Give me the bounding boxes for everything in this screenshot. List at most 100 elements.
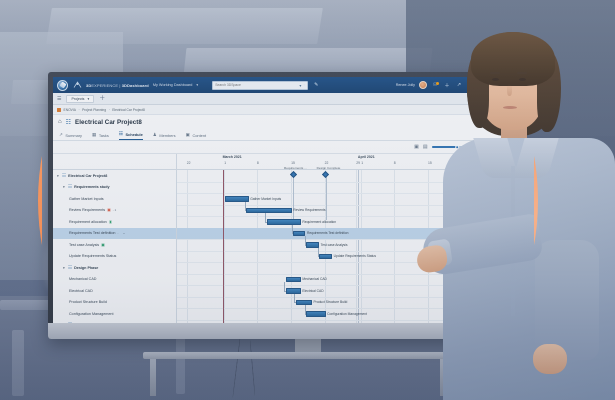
task-row[interactable]: ▾ ☷ Requirements study <box>53 182 176 194</box>
task-tree-header <box>53 154 176 170</box>
task-name-label: Mechanical CAD <box>69 277 97 282</box>
timeline-tick-label: 22 <box>186 161 191 165</box>
presenter-arm-right <box>535 240 599 360</box>
task-name-label: Update Requirements Status <box>69 254 117 259</box>
task-row[interactable]: ▾☷Simulation and Analysis <box>53 320 176 323</box>
timeline-tick-label: 29 <box>356 161 361 165</box>
desk-leg <box>12 330 24 396</box>
pen-icon[interactable]: ✎ <box>314 82 319 88</box>
gantt-bar[interactable] <box>246 207 292 214</box>
breadcrumb-separator: · <box>108 107 110 112</box>
task-row[interactable]: Configuration Management <box>53 308 176 320</box>
dashboard-name[interactable]: My Working Dashboard <box>152 83 193 87</box>
milestone-marker[interactable] <box>322 170 330 179</box>
dashboard-tab-projects[interactable]: Projects ▾ <box>66 94 95 103</box>
task-row[interactable]: ▾ ☷ Electrical Car Project8 <box>53 170 176 182</box>
task-row[interactable]: Gather Market Inputs <box>53 193 176 205</box>
task-row[interactable]: ▾ ☷ Design Phase <box>53 262 176 274</box>
gantt-dependency-link <box>294 302 296 303</box>
gantt-dependency-link <box>244 201 246 211</box>
tree-twisty-icon[interactable]: ▾ <box>57 173 59 178</box>
gantt-dependency-link <box>291 224 293 234</box>
tab-schedule[interactable]: ☷ Schedule <box>118 131 143 140</box>
chevron-down-icon[interactable]: ▾ <box>196 83 199 87</box>
tab-content[interactable]: ▣ Content <box>186 132 206 140</box>
timeline-month-label: April 2021 <box>357 155 375 159</box>
status-count-label: ⋅ 1 <box>112 208 117 213</box>
task-row[interactable]: Test case Analysis <box>53 239 176 251</box>
gantt-dependency-link <box>284 290 286 292</box>
members-icon: ♟ <box>152 132 157 137</box>
gantt-bar-label: Review Requirements <box>293 208 326 213</box>
tab-members[interactable]: ♟ Members <box>153 132 176 140</box>
task-row[interactable]: Mechanical CAD <box>53 274 176 286</box>
project-icon: ☷ <box>65 119 72 126</box>
gantt-bar[interactable] <box>293 230 306 237</box>
brand-main: EXPERIENCE <box>91 82 119 88</box>
task-row[interactable]: Update Requirements Status <box>53 251 176 263</box>
gantt-bar[interactable] <box>319 253 333 260</box>
gantt-bar-label: Test case Analysis <box>320 242 348 247</box>
task-row[interactable]: Electrical CAD <box>53 285 176 297</box>
filter-chevron-icon[interactable]: ▾ <box>303 83 306 87</box>
timeline-tick-label: 15 <box>291 161 295 165</box>
breadcrumb-separator: · <box>78 107 80 112</box>
task-name-label: Design Phase <box>74 265 99 270</box>
summary-icon: ↗ <box>59 132 63 137</box>
home-icon[interactable]: ⌂ <box>58 119 62 125</box>
monitor-stand-leg <box>150 356 156 396</box>
filter-icon[interactable]: ▾ <box>299 82 302 88</box>
gantt-dependency-link <box>294 293 295 303</box>
search-box[interactable]: ▾ ▾ <box>212 80 309 90</box>
user-name-label[interactable]: Renee Jolly <box>395 83 415 87</box>
task-row[interactable]: Review Requirements ⋅ 1 <box>53 205 176 217</box>
breadcrumb-section[interactable]: Project Planning <box>82 107 107 112</box>
task-row[interactable]: Requirement allocation <box>53 216 176 228</box>
timeline-tick-label: 22 <box>324 161 329 165</box>
phase-node-icon: ☷ <box>68 264 73 270</box>
tab-label: Members <box>159 132 176 138</box>
row-menu-chevron-icon[interactable]: ⌄ <box>122 231 126 236</box>
gantt-dependency-link <box>291 233 294 234</box>
gantt-bar-label: Product Structure Build <box>313 300 348 305</box>
gantt-bar[interactable] <box>266 219 301 225</box>
task-name-label: Electrical CAD <box>69 288 93 293</box>
gantt-bar-label: Electrical CAD <box>302 288 324 293</box>
chevron-down-icon[interactable]: ▾ <box>87 96 90 101</box>
tab-label: Schedule <box>125 131 143 137</box>
tab-summary[interactable]: ↗ Summary <box>59 132 82 140</box>
add-tab-icon[interactable]: ＋ <box>99 95 106 102</box>
brand-logo-icon <box>72 81 82 90</box>
task-name-label: Requirements study <box>74 185 110 190</box>
status-badge[interactable] <box>108 219 113 224</box>
tree-twisty-icon[interactable]: ▾ <box>63 185 65 190</box>
presenter-person <box>415 26 615 400</box>
task-tree-rows: ▾ ☷ Electrical Car Project8 ▾ ☷ Requirements … <box>53 170 176 323</box>
tree-twisty-icon[interactable]: ▾ <box>63 265 65 270</box>
search-input[interactable] <box>215 83 298 87</box>
gantt-bar-label: Configuration Management <box>327 311 367 316</box>
task-name-label: Electrical Car Project8 <box>68 173 108 178</box>
gantt-bar-label: Mechanical CAD <box>302 277 327 282</box>
panel-toggle-icon[interactable]: ☰ <box>57 95 62 102</box>
breadcrumb-app[interactable]: ENOVIA <box>63 107 76 112</box>
gantt-dependency-link <box>284 282 285 291</box>
presenter-eyebrow <box>517 72 527 74</box>
gantt-dependency-link <box>317 256 320 257</box>
task-row[interactable]: Requirements Test definition ⋅ ⌄ <box>53 227 176 239</box>
status-badge[interactable] <box>101 242 105 247</box>
schedule-icon: ☷ <box>118 131 123 136</box>
task-name-label: Requirements Test definition <box>69 231 116 236</box>
compass-icon[interactable] <box>57 79 68 91</box>
gantt-dependency-link <box>244 210 247 211</box>
task-name-label: Requirement allocation <box>69 219 107 224</box>
status-badge[interactable] <box>107 208 111 213</box>
tab-tasks[interactable]: ▦ Tasks <box>92 132 109 140</box>
dashboard-tab-label: Projects <box>71 96 85 101</box>
gantt-bar[interactable] <box>306 311 326 317</box>
breadcrumb-project[interactable]: Electrical Car Project8 <box>112 107 145 112</box>
presenter-mouth <box>503 106 517 109</box>
gantt-bar[interactable] <box>285 276 301 283</box>
gantt-bar-label: Update Requirements Status <box>333 254 377 259</box>
task-row[interactable]: Product Structure Build <box>53 297 176 309</box>
